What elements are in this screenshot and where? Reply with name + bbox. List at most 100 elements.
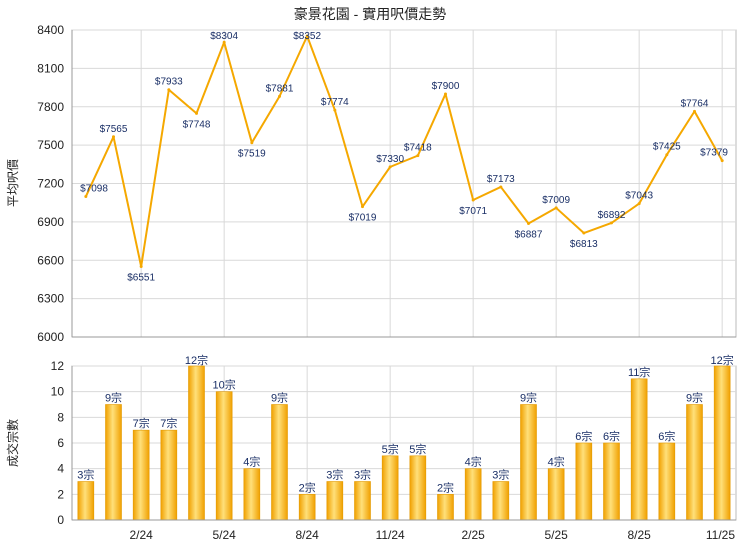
- price-point: [112, 135, 115, 139]
- price-point: [333, 108, 337, 112]
- price-data-label: $7764: [681, 98, 709, 109]
- price-point: [554, 206, 558, 210]
- price-data-label: $7379: [700, 148, 728, 159]
- count-bar: [658, 442, 676, 521]
- price-data-label: $7009: [542, 195, 570, 206]
- count-data-label: 9宗: [271, 391, 288, 405]
- price-data-label: $6892: [598, 210, 626, 221]
- price-y-tick-label: 6600: [37, 253, 64, 267]
- count-data-label: 12宗: [711, 353, 734, 367]
- price-y-tick-label: 7500: [37, 138, 64, 152]
- price-data-label: $7071: [459, 206, 487, 217]
- count-y-tick-label: 12: [51, 359, 65, 373]
- price-data-label: $7043: [625, 191, 653, 202]
- count-bar: [520, 404, 537, 521]
- count-bar: [381, 455, 399, 521]
- count-bar: [326, 481, 344, 521]
- price-data-label: $7933: [155, 77, 183, 88]
- count-bar: [437, 494, 454, 521]
- count-bar: [575, 442, 593, 521]
- count-bar: [243, 468, 261, 521]
- count-bar: [160, 429, 178, 521]
- price-data-label: $7519: [238, 149, 266, 160]
- price-series-line: [84, 35, 724, 268]
- count-bar: [132, 429, 150, 521]
- price-panel: 6000 6300 6600 6900 7200 7500 7800 8100 8400 $709…: [37, 23, 737, 344]
- price-point: [416, 154, 420, 158]
- count-data-label: 3宗: [354, 468, 371, 482]
- count-bar: [409, 455, 427, 521]
- price-data-label: $7774: [321, 97, 349, 108]
- count-data-label: 4宗: [243, 455, 260, 469]
- price-y-tick-label: 7200: [37, 177, 64, 191]
- count-y-axis-label: 成交宗數: [5, 419, 20, 467]
- price-point: [499, 185, 503, 189]
- price-data-label: $7565: [100, 124, 128, 135]
- x-tick-label: 8/24: [295, 528, 319, 542]
- count-bar: [298, 494, 316, 521]
- count-data-label: 9宗: [105, 391, 122, 405]
- price-y-tick-label: 8100: [37, 61, 64, 75]
- price-data-label: $8352: [293, 31, 321, 42]
- price-point: [471, 198, 475, 202]
- x-tick-label: 5/25: [544, 528, 568, 542]
- price-y-tick-label: 8400: [37, 23, 64, 37]
- price-data-label: $7748: [183, 119, 211, 130]
- count-data-label: 10宗: [213, 378, 236, 392]
- price-y-tick-label: 6000: [37, 330, 64, 344]
- count-data-label: 11宗: [628, 365, 650, 379]
- price-point: [693, 109, 696, 113]
- count-y-tick-label: 8: [57, 410, 64, 424]
- x-tick-label: 5/24: [212, 528, 236, 542]
- count-data-label: 12宗: [185, 353, 208, 367]
- price-point: [361, 205, 364, 209]
- price-point: [250, 141, 254, 145]
- count-data-label: 6宗: [658, 429, 675, 443]
- price-data-label: $7425: [653, 142, 681, 153]
- count-bar: [492, 481, 510, 521]
- count-y-tick-label: 10: [51, 385, 65, 399]
- count-data-label: 9宗: [686, 391, 703, 405]
- price-point: [195, 111, 198, 115]
- price-data-label: $7900: [432, 81, 460, 92]
- count-bar: [271, 404, 288, 521]
- price-data-label: $7173: [487, 174, 515, 185]
- count-bar: [354, 481, 371, 521]
- price-point: [139, 265, 143, 269]
- price-y-axis-label: 平均呎價: [6, 159, 20, 207]
- count-data-label: 9宗: [520, 391, 537, 405]
- price-point: [305, 34, 309, 38]
- count-y-tick-label: 2: [57, 487, 64, 501]
- x-tick-label: 11/24: [376, 528, 405, 542]
- price-point: [444, 92, 447, 96]
- price-data-label: $7418: [404, 143, 432, 154]
- price-point: [167, 88, 171, 92]
- count-data-label: 2宗: [299, 480, 316, 494]
- count-bar: [603, 442, 620, 521]
- count-data-label: 3宗: [77, 468, 94, 482]
- count-bar: [105, 404, 122, 521]
- count-data-label: 4宗: [548, 455, 565, 469]
- count-data-label: 6宗: [575, 429, 592, 443]
- price-data-label: $8304: [210, 31, 238, 42]
- count-bar: [215, 391, 233, 521]
- price-point: [222, 40, 226, 44]
- count-bar: [547, 468, 565, 521]
- price-point: [610, 221, 613, 225]
- count-data-label: 6宗: [603, 429, 620, 443]
- count-data-label: 5宗: [409, 442, 426, 456]
- count-data-label: 2宗: [437, 480, 454, 494]
- price-data-label: $7019: [349, 213, 377, 224]
- count-data-label: 7宗: [160, 416, 177, 430]
- price-data-label: $7330: [376, 154, 404, 165]
- price-y-tick-label: 6900: [37, 215, 64, 229]
- count-bar: [77, 481, 95, 521]
- count-bar: [686, 404, 703, 521]
- price-data-label: $7098: [80, 184, 108, 195]
- count-data-label: 3宗: [326, 468, 343, 482]
- count-y-tick-label: 6: [57, 436, 64, 450]
- price-y-tick-label: 6300: [37, 292, 64, 306]
- chart-title: 豪景花園 - 實用呎價走勢: [294, 6, 446, 22]
